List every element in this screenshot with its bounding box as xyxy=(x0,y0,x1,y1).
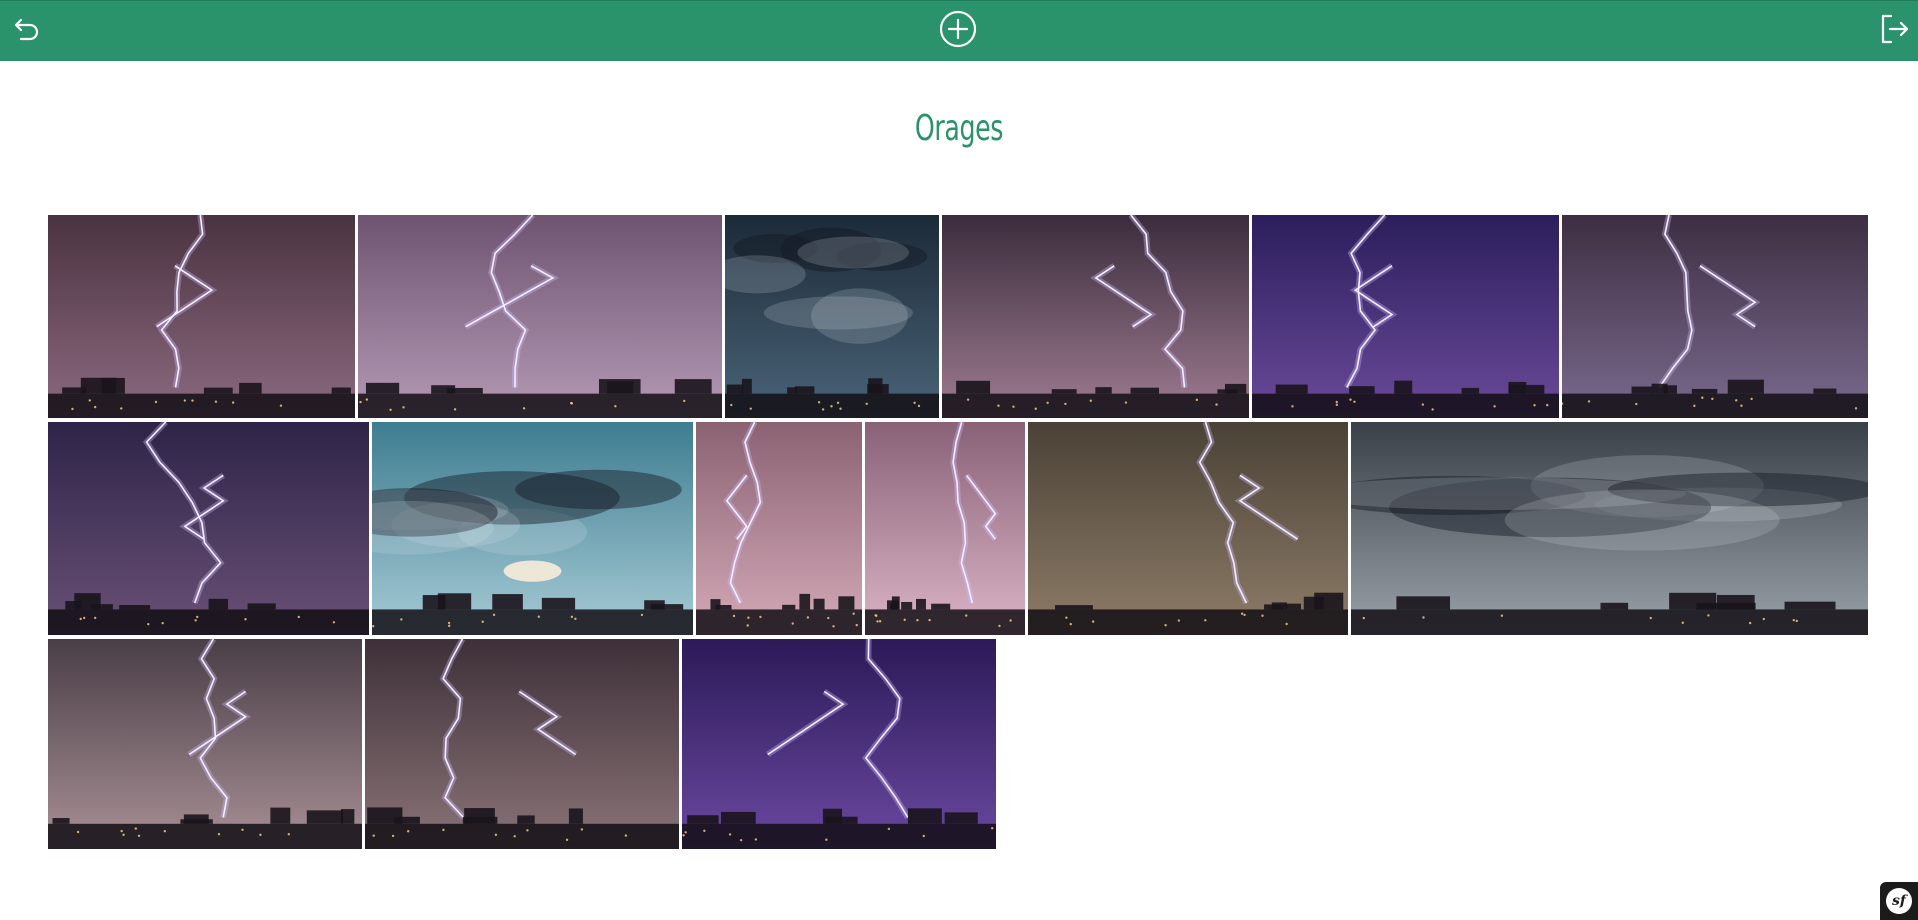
photo-image xyxy=(48,215,355,418)
gallery-photo[interactable] xyxy=(358,215,722,418)
gallery-photo[interactable] xyxy=(865,422,1025,635)
photo-image xyxy=(365,639,679,849)
undo-arrow-icon[interactable] xyxy=(6,9,46,49)
gallery-photo[interactable] xyxy=(372,422,693,635)
symfony-icon: sf xyxy=(1886,888,1912,914)
gallery-photo[interactable] xyxy=(725,215,939,418)
photo-image xyxy=(358,215,722,418)
gallery-photo[interactable] xyxy=(682,639,996,849)
symfony-debug-badge[interactable]: sf xyxy=(1880,882,1918,920)
gallery-photo[interactable] xyxy=(1252,215,1559,418)
photo-image xyxy=(682,639,996,849)
gallery-photo[interactable] xyxy=(1351,422,1868,635)
gallery-photo[interactable] xyxy=(48,639,362,849)
gallery-photo[interactable] xyxy=(48,422,369,635)
photo-image xyxy=(1351,422,1868,635)
logout-icon[interactable] xyxy=(1874,9,1914,49)
photo-image xyxy=(1252,215,1559,418)
top-bar xyxy=(0,0,1918,61)
photo-image xyxy=(942,215,1249,418)
gallery-photo[interactable] xyxy=(1028,422,1348,635)
gallery-photo[interactable] xyxy=(942,215,1249,418)
plus-circle-icon[interactable] xyxy=(938,9,978,49)
gallery-photo[interactable] xyxy=(1562,215,1868,418)
photo-image xyxy=(696,422,862,635)
gallery-photo[interactable] xyxy=(365,639,679,849)
gallery-photo[interactable] xyxy=(48,215,355,418)
gallery-photo[interactable] xyxy=(696,422,862,635)
photo-image xyxy=(1562,215,1868,418)
photo-image xyxy=(372,422,693,635)
photo-image xyxy=(865,422,1025,635)
photo-image xyxy=(725,215,939,418)
photo-image xyxy=(48,422,369,635)
photo-image xyxy=(1028,422,1348,635)
photo-image xyxy=(48,639,362,849)
page-title: Orages xyxy=(914,108,1004,149)
